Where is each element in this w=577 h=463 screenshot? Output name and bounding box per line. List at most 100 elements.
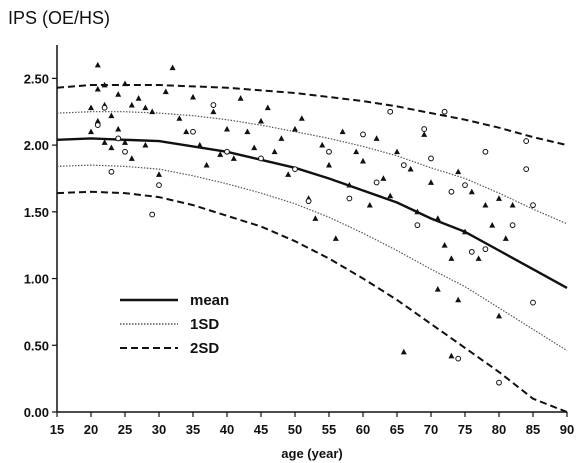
triangle-point bbox=[373, 135, 380, 141]
triangle-point bbox=[271, 148, 278, 155]
circle-point bbox=[101, 104, 108, 111]
circle-point bbox=[400, 162, 407, 169]
circle-point bbox=[224, 148, 230, 155]
triangle-point bbox=[176, 115, 183, 121]
circle-point bbox=[523, 166, 530, 173]
circle-point bbox=[509, 222, 516, 229]
triangle-point bbox=[196, 141, 203, 148]
circle-point bbox=[441, 108, 448, 115]
circle-point bbox=[292, 166, 298, 173]
triangle-point bbox=[326, 161, 332, 168]
triangle-point bbox=[183, 128, 190, 135]
circle-point bbox=[421, 126, 428, 132]
triangle-point bbox=[115, 125, 122, 132]
triangle-point bbox=[441, 241, 448, 248]
triangle-point bbox=[339, 128, 346, 135]
x-tick-label: 60 bbox=[356, 422, 370, 437]
y-tick-label: 0.00 bbox=[24, 405, 49, 420]
triangle-point bbox=[108, 112, 115, 119]
triangle-point bbox=[264, 104, 271, 111]
triangle-point bbox=[162, 88, 169, 95]
legend-label: mean bbox=[190, 292, 229, 309]
triangle-point bbox=[108, 144, 115, 151]
x-axis-title: age (year) bbox=[281, 446, 342, 461]
plus-2sd-curve bbox=[56, 84, 568, 147]
x-tick-label: 30 bbox=[152, 422, 166, 437]
triangle-point bbox=[298, 115, 305, 121]
circle-point bbox=[108, 168, 115, 175]
triangle-point bbox=[489, 221, 496, 228]
triangle-point bbox=[190, 93, 196, 100]
triangle-point bbox=[346, 181, 353, 188]
x-tick-label: 35 bbox=[186, 422, 200, 437]
triangle-point bbox=[482, 201, 489, 208]
triangle-point bbox=[394, 148, 400, 155]
triangle-point bbox=[258, 117, 264, 124]
triangle-point bbox=[366, 201, 373, 208]
triangle-point bbox=[217, 151, 224, 157]
triangle-point bbox=[210, 108, 217, 115]
triangle-point bbox=[142, 141, 149, 148]
triangle-point bbox=[101, 139, 108, 145]
triangle-point bbox=[292, 125, 298, 132]
triangle-point bbox=[455, 296, 462, 303]
triangle-point bbox=[434, 215, 441, 221]
triangle-point bbox=[251, 144, 258, 151]
triangle-point bbox=[509, 201, 516, 208]
triangle-point bbox=[448, 255, 455, 261]
circle-point bbox=[468, 248, 475, 255]
triangle-point bbox=[156, 171, 162, 177]
triangle-point bbox=[122, 139, 128, 145]
triangle-point bbox=[94, 85, 101, 92]
y-tick-label: 0.50 bbox=[24, 338, 49, 353]
y-axis-title: IPS (OE/HS) bbox=[8, 8, 111, 28]
circle-point bbox=[373, 179, 380, 186]
triangle-point bbox=[448, 352, 455, 359]
triangle-point bbox=[475, 255, 482, 261]
x-tick-label: 40 bbox=[220, 422, 234, 437]
triangle-point bbox=[319, 141, 326, 148]
triangle-point bbox=[400, 348, 407, 355]
triangle-point bbox=[462, 228, 468, 235]
circle-point bbox=[190, 128, 196, 135]
x-tick-label: 45 bbox=[254, 422, 268, 437]
circle-point bbox=[94, 122, 101, 128]
x-tick-label: 75 bbox=[458, 422, 472, 437]
triangle-point bbox=[428, 179, 434, 185]
circle-point bbox=[326, 148, 332, 155]
triangle-point bbox=[88, 104, 94, 111]
data-points bbox=[88, 61, 536, 386]
triangle-point bbox=[142, 104, 149, 111]
triangle-point bbox=[455, 168, 462, 175]
circle-point bbox=[156, 182, 162, 189]
triangle-point bbox=[94, 61, 101, 68]
circle-point bbox=[360, 131, 366, 138]
triangle-point bbox=[115, 91, 122, 97]
x-tick-label: 80 bbox=[492, 422, 506, 437]
x-tick-label: 25 bbox=[118, 422, 132, 437]
circle-point bbox=[149, 211, 156, 218]
x-tick-label: 90 bbox=[560, 422, 574, 437]
triangle-point bbox=[407, 165, 414, 172]
triangle-point bbox=[332, 235, 339, 241]
triangle-point bbox=[434, 286, 441, 292]
circle-point bbox=[530, 202, 536, 209]
triangle-point bbox=[169, 64, 176, 71]
circle-point bbox=[448, 188, 455, 195]
triangle-point bbox=[285, 171, 292, 177]
circle-point bbox=[496, 379, 502, 386]
y-tick-label: 1.50 bbox=[24, 205, 49, 220]
triangle-point bbox=[237, 95, 244, 101]
triangle-point bbox=[502, 235, 509, 241]
triangle-point bbox=[353, 148, 360, 155]
y-tick-label: 2.00 bbox=[24, 138, 49, 153]
triangle-point bbox=[468, 188, 475, 195]
plus-1sd-curve bbox=[56, 111, 568, 225]
circle-point bbox=[414, 222, 421, 229]
x-tick-label: 70 bbox=[424, 422, 438, 437]
circle-point bbox=[482, 148, 489, 155]
circle-point bbox=[387, 108, 394, 115]
legend: mean 1SD 2SD bbox=[120, 292, 229, 357]
triangle-point bbox=[135, 95, 142, 101]
